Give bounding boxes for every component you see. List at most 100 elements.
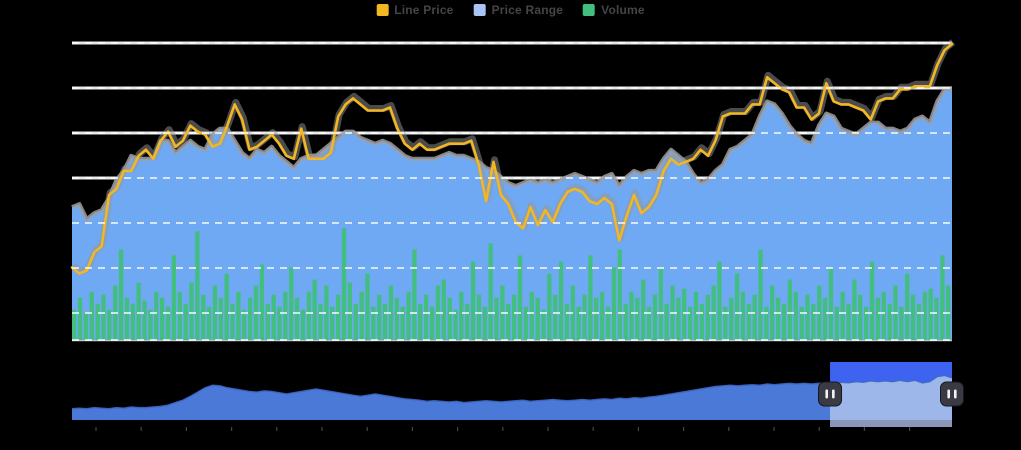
chart-legend: Line Price Price Range Volume: [376, 3, 645, 17]
volume-bar: [107, 309, 112, 340]
volume-bar: [787, 279, 792, 340]
navigator-series-edge: [71, 374, 953, 410]
volume-bar: [359, 291, 364, 340]
volume-bar: [588, 255, 593, 340]
volume-bar: [553, 294, 558, 340]
volume-bar: [365, 273, 370, 340]
volume-bar: [629, 291, 634, 340]
volume-bar: [752, 294, 757, 340]
volume-bar: [89, 291, 94, 340]
volume-bar: [858, 294, 863, 340]
volume-bar: [336, 294, 341, 340]
volume-bar: [160, 297, 165, 340]
volume-bar: [811, 303, 816, 340]
volume-bar: [717, 261, 722, 340]
volume-bar: [623, 303, 628, 340]
volume-bar: [148, 309, 153, 340]
volume-bar: [271, 294, 276, 340]
legend-label-line-price: Line Price: [394, 3, 454, 17]
area-top-edge: [71, 87, 952, 222]
volume-bar: [910, 294, 916, 340]
volume-bar: [83, 312, 88, 340]
volume-bar: [236, 291, 241, 340]
gridlines-dashed-overlay: [72, 42, 952, 341]
volume-bar: [394, 297, 399, 340]
volume-bar: [72, 309, 77, 340]
volume-bar: [312, 279, 317, 340]
volume-bar: [799, 306, 804, 340]
volume-bar: [887, 303, 892, 340]
volume-bar: [922, 291, 927, 340]
volume-bar: [459, 291, 464, 340]
volume-bar: [875, 297, 880, 340]
volume-bar: [101, 294, 106, 340]
volume-bar: [165, 306, 171, 340]
navigator-series[interactable]: [72, 375, 952, 420]
volume-bar: [242, 309, 247, 340]
volume-bar: [171, 255, 176, 340]
volume-bar: [682, 288, 687, 340]
volume-bar: [183, 303, 188, 340]
volume-bar: [594, 297, 599, 340]
volume-bar: [195, 231, 200, 340]
volume-bar: [899, 306, 904, 340]
volume-bar: [400, 306, 405, 340]
volume-bar: [224, 273, 229, 340]
navigator[interactable]: [71, 362, 964, 431]
volume-bar: [834, 306, 839, 340]
price-range-swatch: [473, 4, 486, 16]
volume-bar: [189, 282, 194, 340]
volume-bar: [212, 285, 218, 340]
volume-bar: [476, 294, 482, 340]
volume-bar: [652, 294, 658, 340]
volume-bar: [154, 291, 159, 340]
navigator-handle-right[interactable]: [940, 381, 964, 407]
volume-bar: [130, 303, 135, 340]
volume-bar: [905, 273, 910, 340]
volume-bar: [688, 306, 693, 340]
volume-bar: [294, 297, 300, 340]
volume-bar: [641, 279, 646, 340]
volume-bar: [699, 303, 704, 340]
volume-bar: [406, 291, 411, 340]
volume-bar: [382, 303, 388, 340]
volume-bar: [940, 255, 945, 340]
volume-bar: [95, 303, 100, 340]
volume-bar: [353, 303, 358, 340]
volume-bar: [118, 249, 124, 340]
volume-bar: [781, 303, 787, 340]
volume-bar: [605, 306, 611, 340]
volume-bar: [488, 243, 493, 340]
volume-bar: [600, 291, 605, 340]
volume-bar: [658, 267, 663, 340]
legend-label-price-range: Price Range: [491, 3, 564, 17]
navigator-handle-left[interactable]: [818, 381, 843, 407]
volume-bar: [846, 303, 851, 340]
volume-bar: [676, 297, 681, 340]
price-line-series[interactable]: [70, 39, 956, 276]
volume-bar: [482, 306, 487, 340]
volume-bar: [377, 294, 382, 340]
volume-bar: [564, 303, 570, 340]
volume-bar: [611, 267, 616, 340]
volume-bar: [734, 273, 740, 340]
legend-item-line-price[interactable]: Line Price: [376, 3, 453, 17]
volume-bar: [693, 291, 699, 340]
volume-bar: [465, 303, 470, 340]
volume-bar: [206, 306, 212, 340]
pause-bars-icon: [825, 389, 829, 399]
volume-bar: [529, 291, 534, 340]
volume-bar: [347, 282, 352, 340]
legend-label-volume: Volume: [601, 3, 645, 17]
volume-bar: [916, 303, 922, 340]
legend-item-volume[interactable]: Volume: [583, 3, 645, 17]
volume-bar: [259, 264, 264, 340]
volume-bar: [535, 297, 540, 340]
volume-bar: [881, 291, 886, 340]
volume-bar: [418, 303, 423, 340]
volume-bar: [318, 303, 323, 340]
volume-bar: [523, 306, 528, 340]
legend-item-price-range[interactable]: Price Range: [473, 3, 564, 17]
volume-bar: [447, 297, 452, 340]
